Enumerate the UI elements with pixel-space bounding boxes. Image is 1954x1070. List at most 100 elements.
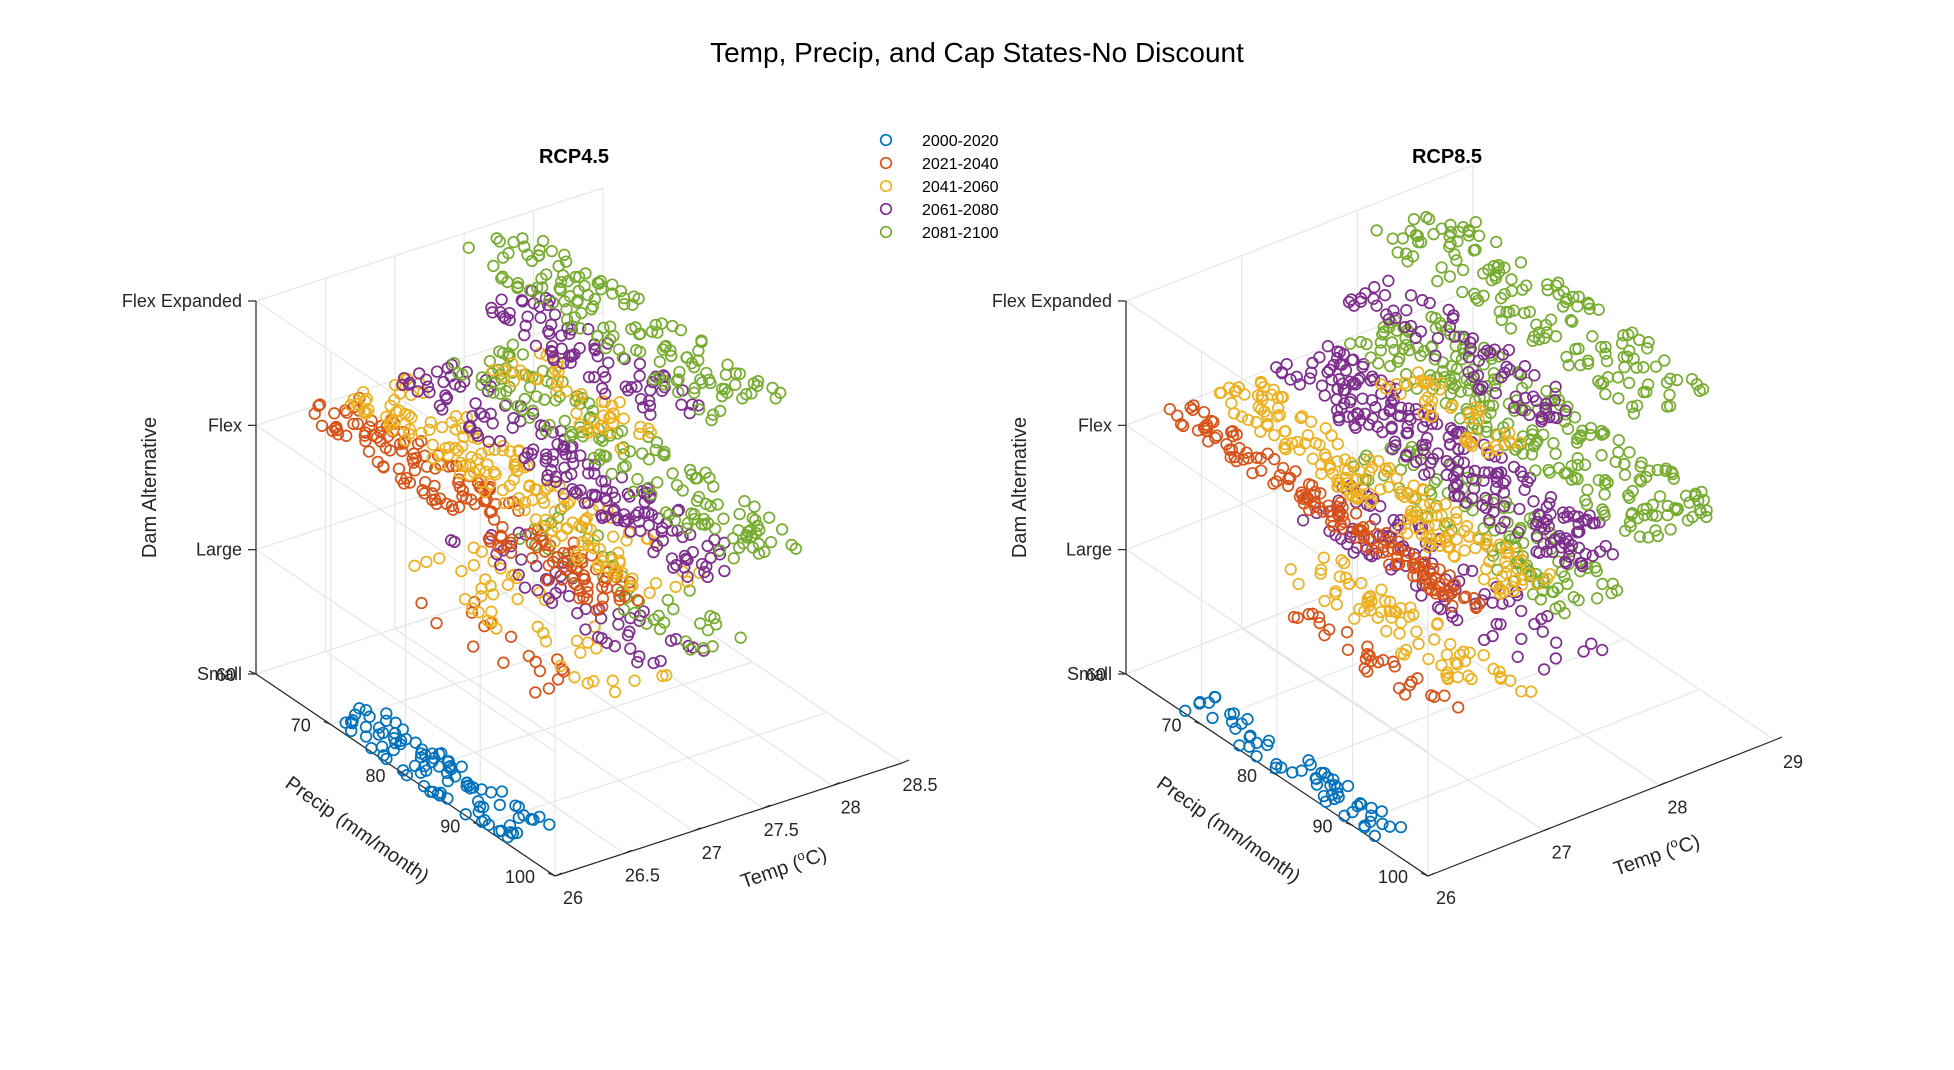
data-point-2041-2060 xyxy=(1296,410,1309,423)
data-point-2041-2060 xyxy=(581,677,594,690)
data-point-2061-2080 xyxy=(557,487,570,500)
data-point-2061-2080 xyxy=(1284,373,1297,386)
data-point-2041-2060 xyxy=(475,545,488,558)
data-point-2081-2100 xyxy=(632,595,646,608)
data-point-2061-2080 xyxy=(1467,370,1480,384)
data-point-2021-2040 xyxy=(1226,429,1240,443)
data-point-2041-2060 xyxy=(545,524,559,537)
data-point-2081-2100 xyxy=(1612,433,1625,447)
data-point-2021-2040 xyxy=(445,499,459,513)
data-point-2041-2060 xyxy=(1441,666,1454,679)
data-point-2061-2080 xyxy=(494,558,507,571)
data-point-2061-2080 xyxy=(445,358,458,371)
data-point-2021-2040 xyxy=(1398,688,1412,701)
data-point-2021-2040 xyxy=(1186,403,1199,416)
data-point-2081-2100 xyxy=(717,512,730,525)
data-point-2000-2020 xyxy=(1243,730,1256,744)
data-point-2000-2020 xyxy=(1304,758,1317,771)
precip-axis-label: Precip (mm/month) xyxy=(281,772,433,888)
data-point-2061-2080 xyxy=(529,339,543,352)
data-point-2021-2040 xyxy=(340,429,353,442)
precip-tick-label: 80 xyxy=(1237,766,1257,786)
data-point-2041-2060 xyxy=(582,421,595,434)
data-point-2081-2100 xyxy=(500,397,513,411)
data-point-2041-2060 xyxy=(466,602,479,615)
data-point-2000-2020 xyxy=(375,740,389,753)
data-point-2000-2020 xyxy=(377,749,390,762)
data-point-2081-2100 xyxy=(680,522,693,535)
data-point-2081-2100 xyxy=(1401,255,1414,268)
data-point-2081-2100 xyxy=(1431,275,1444,288)
data-point-2061-2080 xyxy=(419,373,433,386)
data-point-2000-2020 xyxy=(1338,809,1351,822)
data-point-2041-2060 xyxy=(1479,562,1493,576)
data-point-2081-2100 xyxy=(540,268,553,281)
data-point-2081-2100 xyxy=(1700,504,1713,517)
data-point-2061-2080 xyxy=(622,513,635,526)
data-point-2061-2080 xyxy=(1586,549,1599,562)
data-point-2081-2100 xyxy=(1646,498,1659,511)
data-point-2041-2060 xyxy=(539,635,553,648)
precip-axis-label: Precip (mm/month) xyxy=(1152,772,1304,888)
data-point-2081-2100 xyxy=(500,385,513,398)
data-point-2061-2080 xyxy=(543,327,556,340)
data-point-2041-2060 xyxy=(551,379,564,393)
data-point-2081-2100 xyxy=(1638,508,1651,522)
data-point-2000-2020 xyxy=(408,759,422,772)
data-point-2021-2040 xyxy=(428,479,441,493)
data-point-2081-2100 xyxy=(1504,322,1518,335)
data-point-2061-2080 xyxy=(1486,629,1499,643)
data-point-2061-2080 xyxy=(402,378,416,391)
data-point-2041-2060 xyxy=(1364,590,1377,603)
data-point-2041-2060 xyxy=(1374,605,1388,619)
data-point-2041-2060 xyxy=(1451,658,1464,671)
data-point-2081-2100 xyxy=(1440,323,1453,337)
temp-tick xyxy=(693,827,702,832)
data-point-2041-2060 xyxy=(1422,519,1435,532)
data-point-2041-2060 xyxy=(1495,570,1509,583)
data-point-2081-2100 xyxy=(1534,593,1547,606)
data-point-2041-2060 xyxy=(1511,547,1524,560)
data-point-2041-2060 xyxy=(449,423,462,436)
data-point-2081-2100 xyxy=(704,499,717,513)
data-point-2081-2100 xyxy=(1372,357,1385,370)
data-point-2021-2040 xyxy=(1261,447,1274,460)
data-point-2081-2100 xyxy=(1552,394,1566,407)
data-point-2041-2060 xyxy=(594,419,607,433)
data-point-2081-2100 xyxy=(523,411,536,424)
data-point-2041-2060 xyxy=(576,538,590,552)
data-point-2061-2080 xyxy=(1414,325,1428,338)
data-point-2021-2040 xyxy=(631,594,644,607)
data-point-2061-2080 xyxy=(615,471,629,484)
data-point-2021-2040 xyxy=(1200,424,1213,437)
data-point-2041-2060 xyxy=(1424,410,1438,423)
data-point-2081-2100 xyxy=(1597,426,1611,440)
data-point-2021-2040 xyxy=(570,578,583,592)
data-point-2021-2040 xyxy=(430,616,443,630)
data-point-2061-2080 xyxy=(1429,349,1442,362)
data-point-2081-2100 xyxy=(1598,488,1611,501)
data-point-2081-2100 xyxy=(1487,259,1500,273)
data-point-2061-2080 xyxy=(564,356,577,369)
data-point-2081-2100 xyxy=(1626,400,1639,413)
precip-tick-label: 70 xyxy=(1161,716,1181,736)
data-point-2081-2100 xyxy=(656,343,670,356)
data-point-2081-2100 xyxy=(1618,468,1632,481)
data-point-2041-2060 xyxy=(1516,573,1529,586)
data-point-2061-2080 xyxy=(644,408,657,421)
data-point-2041-2060 xyxy=(1464,437,1477,450)
data-point-2081-2100 xyxy=(1581,357,1595,370)
data-point-2081-2100 xyxy=(1581,483,1594,496)
data-point-2041-2060 xyxy=(1265,388,1278,401)
data-point-2000-2020 xyxy=(1310,778,1324,791)
data-point-2041-2060 xyxy=(1472,413,1485,426)
data-point-2061-2080 xyxy=(1416,294,1429,307)
data-point-2041-2060 xyxy=(433,552,446,565)
data-point-2021-2040 xyxy=(1340,626,1354,639)
data-point-2041-2060 xyxy=(1331,455,1344,468)
data-point-2021-2040 xyxy=(1237,453,1250,466)
data-point-2041-2060 xyxy=(504,445,517,458)
data-point-2061-2080 xyxy=(675,398,688,411)
data-point-2041-2060 xyxy=(486,588,500,601)
data-point-2081-2100 xyxy=(758,545,771,558)
